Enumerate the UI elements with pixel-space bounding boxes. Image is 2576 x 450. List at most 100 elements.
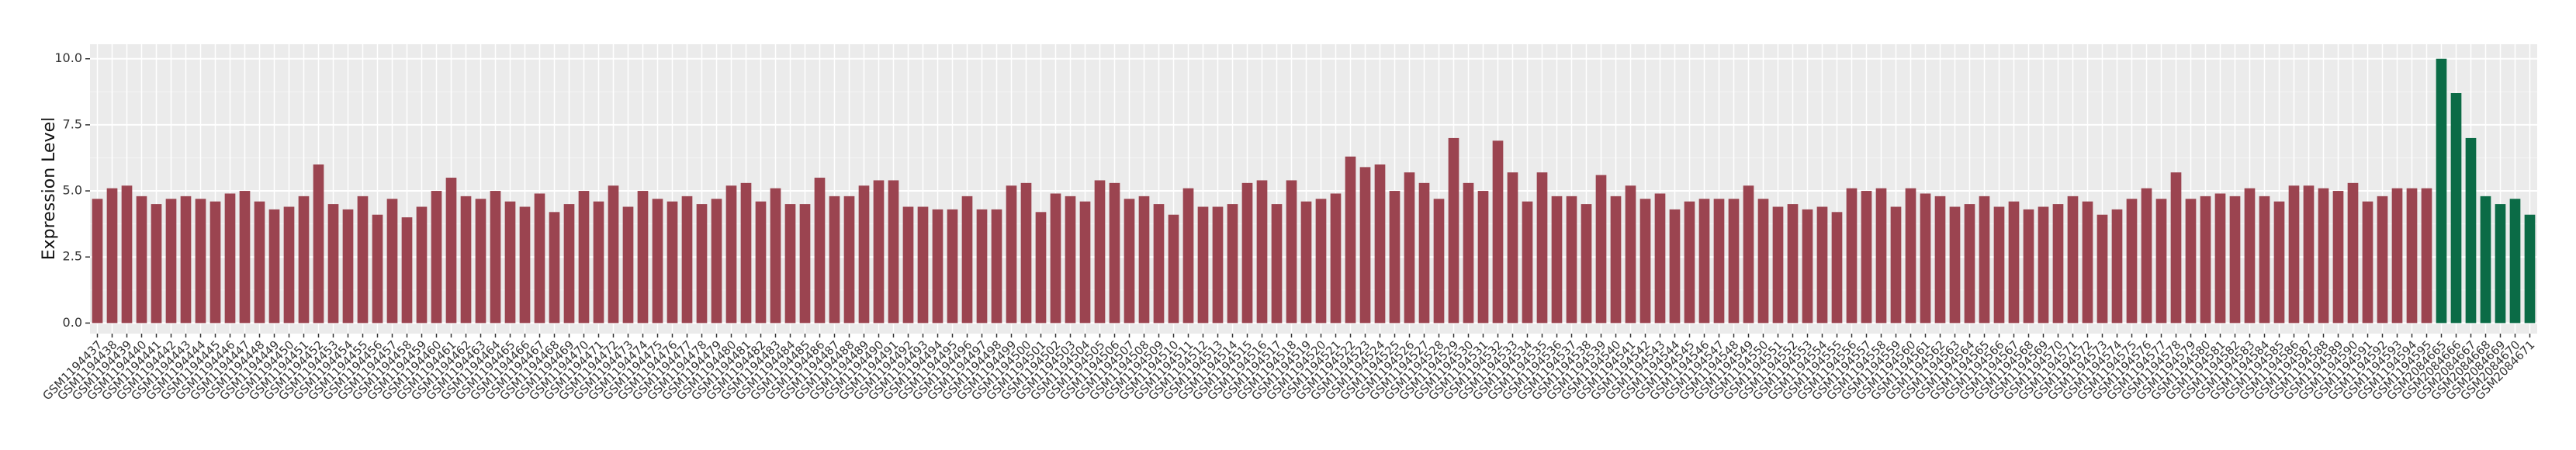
bar (1698, 199, 1710, 324)
bar (1020, 182, 1032, 324)
bar (1949, 206, 1961, 324)
bar (1079, 201, 1091, 324)
bar (2141, 188, 2152, 324)
bar (1418, 182, 1430, 324)
bar (1197, 206, 1209, 324)
y-axis-title: Expression Level (40, 117, 59, 261)
bar (578, 191, 590, 324)
bar (711, 199, 722, 324)
bar (2111, 209, 2123, 324)
bar (136, 196, 147, 324)
bar (873, 180, 885, 324)
bar (1787, 204, 1799, 324)
bar (2096, 214, 2108, 324)
bar (637, 191, 649, 324)
bar (2126, 199, 2138, 324)
bar (2377, 196, 2388, 324)
bar (2406, 188, 2418, 324)
bar (1684, 201, 1695, 324)
bar (268, 209, 280, 324)
y-tick-label: 5.0 (63, 183, 82, 198)
bar (1359, 167, 1371, 324)
bar (224, 193, 236, 324)
bar (2244, 188, 2256, 324)
bar (1551, 196, 1563, 324)
bar (1404, 172, 1415, 324)
bar (2200, 196, 2211, 324)
bar (1581, 204, 1592, 324)
bar (445, 178, 457, 324)
bar (1639, 199, 1651, 324)
bar (2214, 193, 2226, 324)
bar (534, 193, 545, 324)
bar (2450, 93, 2462, 324)
bar (1315, 199, 1327, 324)
bar (357, 196, 369, 324)
bar (386, 199, 398, 324)
bar (431, 191, 442, 324)
bar (1389, 191, 1401, 324)
bar (976, 209, 988, 324)
bar (2436, 58, 2447, 324)
bar (1065, 196, 1076, 324)
bar (2082, 201, 2093, 324)
bar (2273, 201, 2285, 324)
bar (1271, 204, 1283, 324)
bar (1477, 191, 1489, 324)
bar (799, 204, 811, 324)
bar (1964, 204, 1975, 324)
bar (239, 191, 251, 324)
bar (92, 199, 103, 324)
bar (327, 204, 339, 324)
bar (829, 196, 840, 324)
bar (814, 178, 826, 324)
bar (2303, 185, 2315, 324)
bar (1182, 188, 1194, 324)
bar (770, 188, 781, 324)
bar (1006, 185, 1017, 324)
bar (1743, 185, 1754, 324)
bar (1595, 175, 1607, 324)
y-tick-label: 2.5 (63, 249, 82, 264)
bar (1227, 204, 1238, 324)
bar (1109, 182, 1120, 324)
bar (1728, 199, 1740, 324)
bar (858, 185, 870, 324)
bar (106, 188, 118, 324)
bar (519, 206, 531, 324)
bar (947, 209, 958, 324)
bar (1993, 206, 2005, 324)
bar (1212, 206, 1224, 324)
bar (1846, 188, 1858, 324)
bar (725, 185, 737, 324)
bar (121, 185, 133, 324)
bar (2332, 191, 2344, 324)
bar (2495, 204, 2506, 324)
bar (2421, 188, 2432, 324)
bar (1433, 199, 1445, 324)
bar (1713, 199, 1725, 324)
bar (593, 201, 604, 324)
bar (1168, 214, 1179, 324)
bar (1345, 156, 1356, 324)
bar (1522, 201, 1533, 324)
bar (991, 209, 1002, 324)
y-tick-label: 7.5 (63, 116, 82, 131)
bar (1256, 180, 1268, 324)
bar (151, 204, 162, 324)
bar (2023, 209, 2034, 324)
bar (2318, 188, 2329, 324)
bar (2155, 199, 2167, 324)
y-tick-label: 10.0 (54, 50, 82, 65)
bar (1463, 182, 1474, 324)
bar (888, 180, 899, 324)
bar (1507, 172, 1518, 324)
bar (2480, 196, 2491, 324)
bar (283, 206, 295, 324)
bar (2052, 204, 2064, 324)
bar (2229, 196, 2241, 324)
bar (2185, 199, 2197, 324)
bar (2067, 196, 2079, 324)
